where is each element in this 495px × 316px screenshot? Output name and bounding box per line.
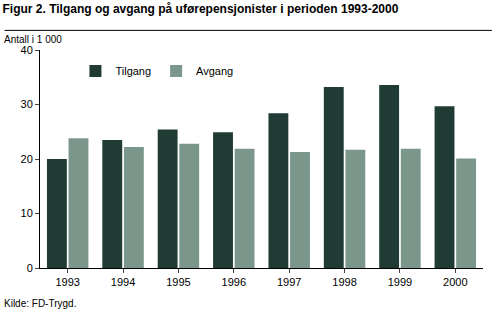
svg-text:Figur 2. Tilgang og avgang på: Figur 2. Tilgang og avgang på uførepensj… bbox=[2, 2, 398, 16]
svg-text:Kilde: FD-Trygd.: Kilde: FD-Trygd. bbox=[4, 298, 76, 309]
svg-text:30: 30 bbox=[21, 98, 33, 110]
svg-text:0: 0 bbox=[27, 262, 33, 274]
svg-text:2000: 2000 bbox=[443, 276, 467, 288]
svg-text:1995: 1995 bbox=[166, 276, 190, 288]
svg-text:10: 10 bbox=[21, 207, 33, 219]
svg-text:20: 20 bbox=[21, 153, 33, 165]
svg-text:1998: 1998 bbox=[332, 276, 356, 288]
svg-text:1994: 1994 bbox=[111, 276, 135, 288]
svg-text:1999: 1999 bbox=[388, 276, 412, 288]
svg-text:1997: 1997 bbox=[277, 276, 301, 288]
svg-text:1993: 1993 bbox=[55, 276, 79, 288]
svg-text:1996: 1996 bbox=[222, 276, 246, 288]
svg-text:40: 40 bbox=[21, 44, 33, 56]
svg-text:Avgang: Avgang bbox=[196, 65, 233, 77]
svg-text:Tilgang: Tilgang bbox=[115, 65, 151, 77]
svg-text:Antall i 1 000: Antall i 1 000 bbox=[4, 34, 62, 45]
